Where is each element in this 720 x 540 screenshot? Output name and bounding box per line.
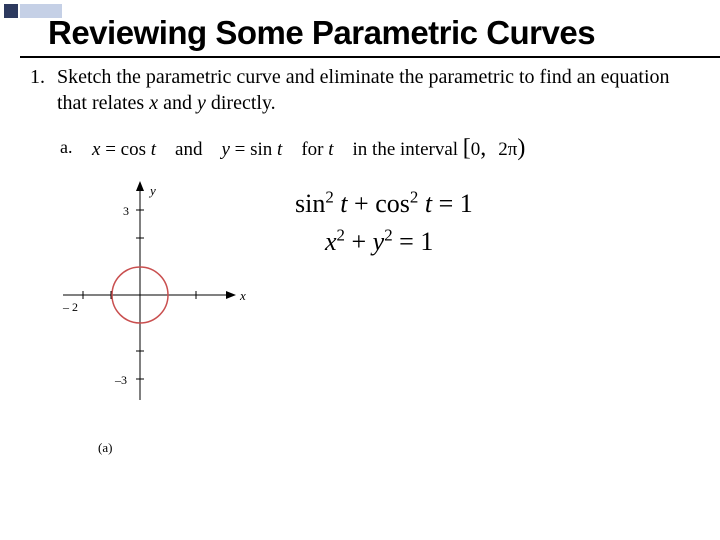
interval-lo: 0 xyxy=(471,139,481,160)
graph-caption: (a) xyxy=(98,440,112,456)
eq-x-lhs: x xyxy=(92,139,100,160)
and-word: and xyxy=(175,139,202,160)
eq-y-rhs: sin xyxy=(250,139,272,160)
id2-plus: + xyxy=(345,227,373,256)
eq-x-rhs: cos xyxy=(121,139,146,160)
var-x: x xyxy=(149,92,158,114)
problem-body: Sketch the parametric curve and eliminat… xyxy=(57,64,697,116)
eq-y-equals: = xyxy=(235,139,250,160)
interval-bracket: [0, 2π) xyxy=(463,135,526,162)
id1-sin: sin xyxy=(295,189,325,218)
problem-statement: 1. Sketch the parametric curve and elimi… xyxy=(30,64,710,116)
y-axis-arrow xyxy=(136,181,144,191)
id2-eq: = 1 xyxy=(393,227,434,256)
x-axis-label: x xyxy=(239,288,246,303)
eq-space5 xyxy=(338,139,348,160)
var-y: y xyxy=(197,92,206,114)
parametric-equations: x = cos t and y = sin t for t in the int… xyxy=(92,135,525,162)
identity-line-1: sin2 t + cos2 t = 1 xyxy=(295,185,473,223)
id2-y: y xyxy=(373,227,385,256)
graph-svg: y x 3 –3 – 2 xyxy=(55,175,255,425)
title-underline xyxy=(20,56,720,58)
identity-line-2: x2 + y2 = 1 xyxy=(295,223,473,261)
identity-equations: sin2 t + cos2 t = 1 x2 + y2 = 1 xyxy=(295,185,473,260)
subproblem-label: a. xyxy=(60,137,73,158)
eq-space2 xyxy=(207,139,217,160)
interval-hi: 2π xyxy=(498,139,517,160)
problem-text-2: and xyxy=(158,92,197,114)
eq-x-equals: = xyxy=(105,139,120,160)
eq-space1 xyxy=(161,139,171,160)
id1-sup1: 2 xyxy=(325,187,333,206)
id2-sup1: 2 xyxy=(337,225,345,244)
x-tick-left-label: – 2 xyxy=(62,300,78,314)
eq-y-var: t xyxy=(277,139,282,160)
interval-text: in the interval xyxy=(353,139,459,160)
eq-y-lhs: y xyxy=(221,139,229,160)
x-axis-arrow xyxy=(226,291,236,299)
graph-area: y x 3 –3 – 2 xyxy=(55,175,255,425)
y-tick-bot-label: –3 xyxy=(114,373,127,387)
y-axis-label: y xyxy=(148,183,156,198)
id1-eq: = 1 xyxy=(432,189,473,218)
id1-t1: t xyxy=(334,189,348,218)
id1-t2: t xyxy=(418,189,432,218)
eq-space3 xyxy=(287,139,297,160)
problem-number: 1. xyxy=(30,64,52,90)
for-word: for xyxy=(301,139,323,160)
id1-cos: cos xyxy=(375,189,410,218)
slide-title: Reviewing Some Parametric Curves xyxy=(48,14,595,52)
eq-x-var: t xyxy=(151,139,156,160)
y-tick-top-label: 3 xyxy=(123,204,129,218)
interval-var: t xyxy=(328,139,333,160)
id2-x: x xyxy=(325,227,337,256)
id1-plus: + xyxy=(348,189,376,218)
corner-dark-square xyxy=(4,4,18,18)
id2-sup2: 2 xyxy=(384,225,392,244)
problem-text-3: directly. xyxy=(206,92,276,114)
